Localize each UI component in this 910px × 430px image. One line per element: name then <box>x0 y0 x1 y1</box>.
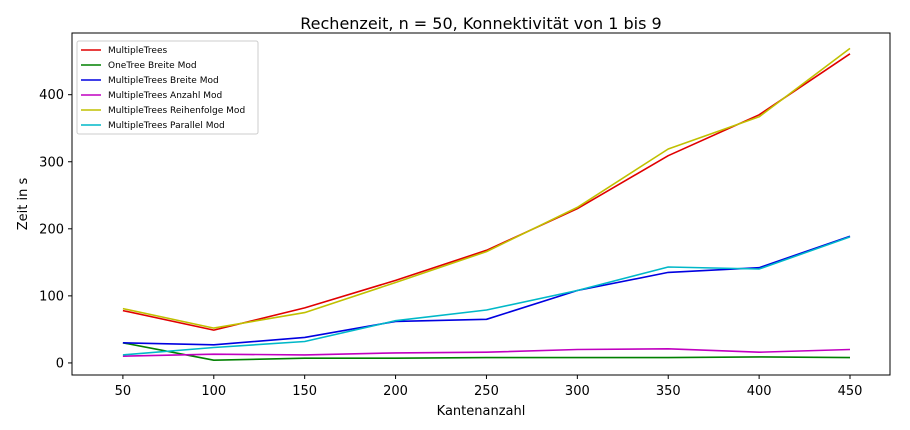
y-tick-label: 100 <box>39 289 64 304</box>
y-tick-label: 400 <box>39 88 64 103</box>
series-line-6 <box>122 236 851 356</box>
legend-label: MultipleTrees Anzahl Mod <box>108 91 222 101</box>
series-line-5 <box>122 47 851 329</box>
x-tick-label: 50 <box>115 384 132 399</box>
y-tick-label: 200 <box>39 222 64 237</box>
series-line-4 <box>122 347 851 357</box>
legend-label: MultipleTrees Breite Mod <box>108 76 219 86</box>
legend: MultipleTrees OneTree Breite Mod MultipleT… <box>76 40 259 135</box>
y-axis-title: Zeit in s <box>16 178 31 231</box>
plot-area <box>122 47 851 362</box>
x-tick-label: 450 <box>838 384 863 399</box>
legend-label: MultipleTrees <box>108 46 168 56</box>
x-tick-label: 200 <box>383 384 408 399</box>
x-axis: 50 100 150 200 250 300 350 400 450 <box>115 375 863 399</box>
series-line-2 <box>122 342 851 362</box>
legend-frame <box>76 40 259 135</box>
legend-label: OneTree Breite Mod <box>108 61 197 71</box>
x-tick-label: 100 <box>201 384 226 399</box>
x-axis-title: Kantenanzahl <box>437 404 526 419</box>
y-tick-label: 300 <box>39 155 64 170</box>
legend-label: MultipleTrees Parallel Mod <box>108 121 225 131</box>
y-axis: 0 100 200 300 400 <box>39 88 72 371</box>
series-line-3 <box>122 235 851 346</box>
y-tick-label: 0 <box>56 356 64 371</box>
x-tick-label: 250 <box>474 384 499 399</box>
x-tick-label: 400 <box>747 384 772 399</box>
chart-title: Rechenzeit, n = 50, Konnektivität von 1 … <box>300 14 661 33</box>
x-tick-label: 300 <box>565 384 590 399</box>
x-tick-label: 150 <box>292 384 317 399</box>
x-tick-label: 350 <box>656 384 681 399</box>
plot-frame <box>71 32 891 376</box>
legend-label: MultipleTrees Reihenfolge Mod <box>108 106 245 116</box>
